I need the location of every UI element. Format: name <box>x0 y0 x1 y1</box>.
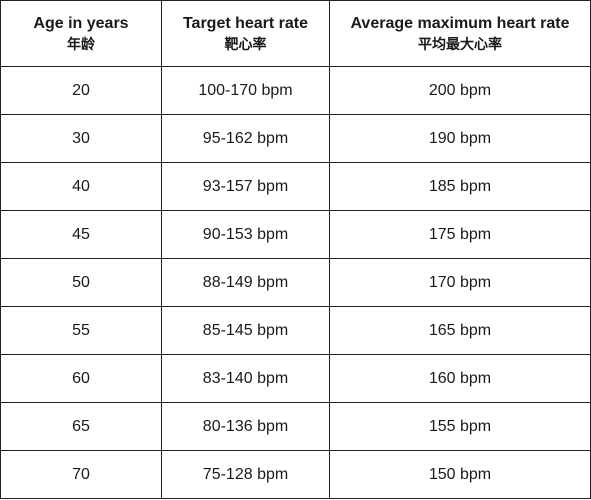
cell-target-rate: 95-162 bpm <box>161 114 330 163</box>
cell-age: 50 <box>0 258 162 307</box>
cell-age: 70 <box>0 450 162 499</box>
cell-max-rate: 155 bpm <box>329 402 591 451</box>
cell-age: 40 <box>0 162 162 211</box>
cell-target-rate: 75-128 bpm <box>161 450 330 499</box>
header-max-rate: Average maximum heart rate 平均最大心率 <box>329 0 591 67</box>
cell-target-rate: 93-157 bpm <box>161 162 330 211</box>
header-target-rate-en: Target heart rate <box>182 14 309 32</box>
table-row: 20 100-170 bpm 200 bpm <box>0 66 591 115</box>
cell-target-rate: 85-145 bpm <box>161 306 330 355</box>
table-body: 20 100-170 bpm 200 bpm 30 95-162 bpm 190… <box>0 66 591 499</box>
cell-age: 55 <box>0 306 162 355</box>
header-age-en: Age in years <box>33 14 129 32</box>
cell-target-rate: 83-140 bpm <box>161 354 330 403</box>
header-row: Age in years 年龄 Target heart rate 靶心率 Av… <box>0 0 591 67</box>
header-age: Age in years 年龄 <box>0 0 162 67</box>
cell-max-rate: 170 bpm <box>329 258 591 307</box>
cell-max-rate: 165 bpm <box>329 306 591 355</box>
cell-max-rate: 185 bpm <box>329 162 591 211</box>
cell-max-rate: 200 bpm <box>329 66 591 115</box>
header-age-zh: 年龄 <box>67 36 95 53</box>
table-row: 40 93-157 bpm 185 bpm <box>0 162 591 211</box>
cell-age: 65 <box>0 402 162 451</box>
table-row: 70 75-128 bpm 150 bpm <box>0 450 591 499</box>
cell-target-rate: 100-170 bpm <box>161 66 330 115</box>
cell-target-rate: 88-149 bpm <box>161 258 330 307</box>
header-max-rate-en: Average maximum heart rate <box>350 14 570 32</box>
table-header: Age in years 年龄 Target heart rate 靶心率 Av… <box>0 0 591 67</box>
cell-max-rate: 160 bpm <box>329 354 591 403</box>
cell-max-rate: 175 bpm <box>329 210 591 259</box>
header-target-rate: Target heart rate 靶心率 <box>161 0 330 67</box>
cell-target-rate: 90-153 bpm <box>161 210 330 259</box>
cell-max-rate: 190 bpm <box>329 114 591 163</box>
header-max-rate-zh: 平均最大心率 <box>418 36 502 53</box>
table-row: 60 83-140 bpm 160 bpm <box>0 354 591 403</box>
cell-max-rate: 150 bpm <box>329 450 591 499</box>
table-row: 30 95-162 bpm 190 bpm <box>0 114 591 163</box>
table-row: 55 85-145 bpm 165 bpm <box>0 306 591 355</box>
cell-target-rate: 80-136 bpm <box>161 402 330 451</box>
cell-age: 20 <box>0 66 162 115</box>
header-target-rate-zh: 靶心率 <box>224 36 267 53</box>
table-row: 50 88-149 bpm 170 bpm <box>0 258 591 307</box>
table-row: 65 80-136 bpm 155 bpm <box>0 402 591 451</box>
cell-age: 45 <box>0 210 162 259</box>
cell-age: 60 <box>0 354 162 403</box>
cell-age: 30 <box>0 114 162 163</box>
table-row: 45 90-153 bpm 175 bpm <box>0 210 591 259</box>
